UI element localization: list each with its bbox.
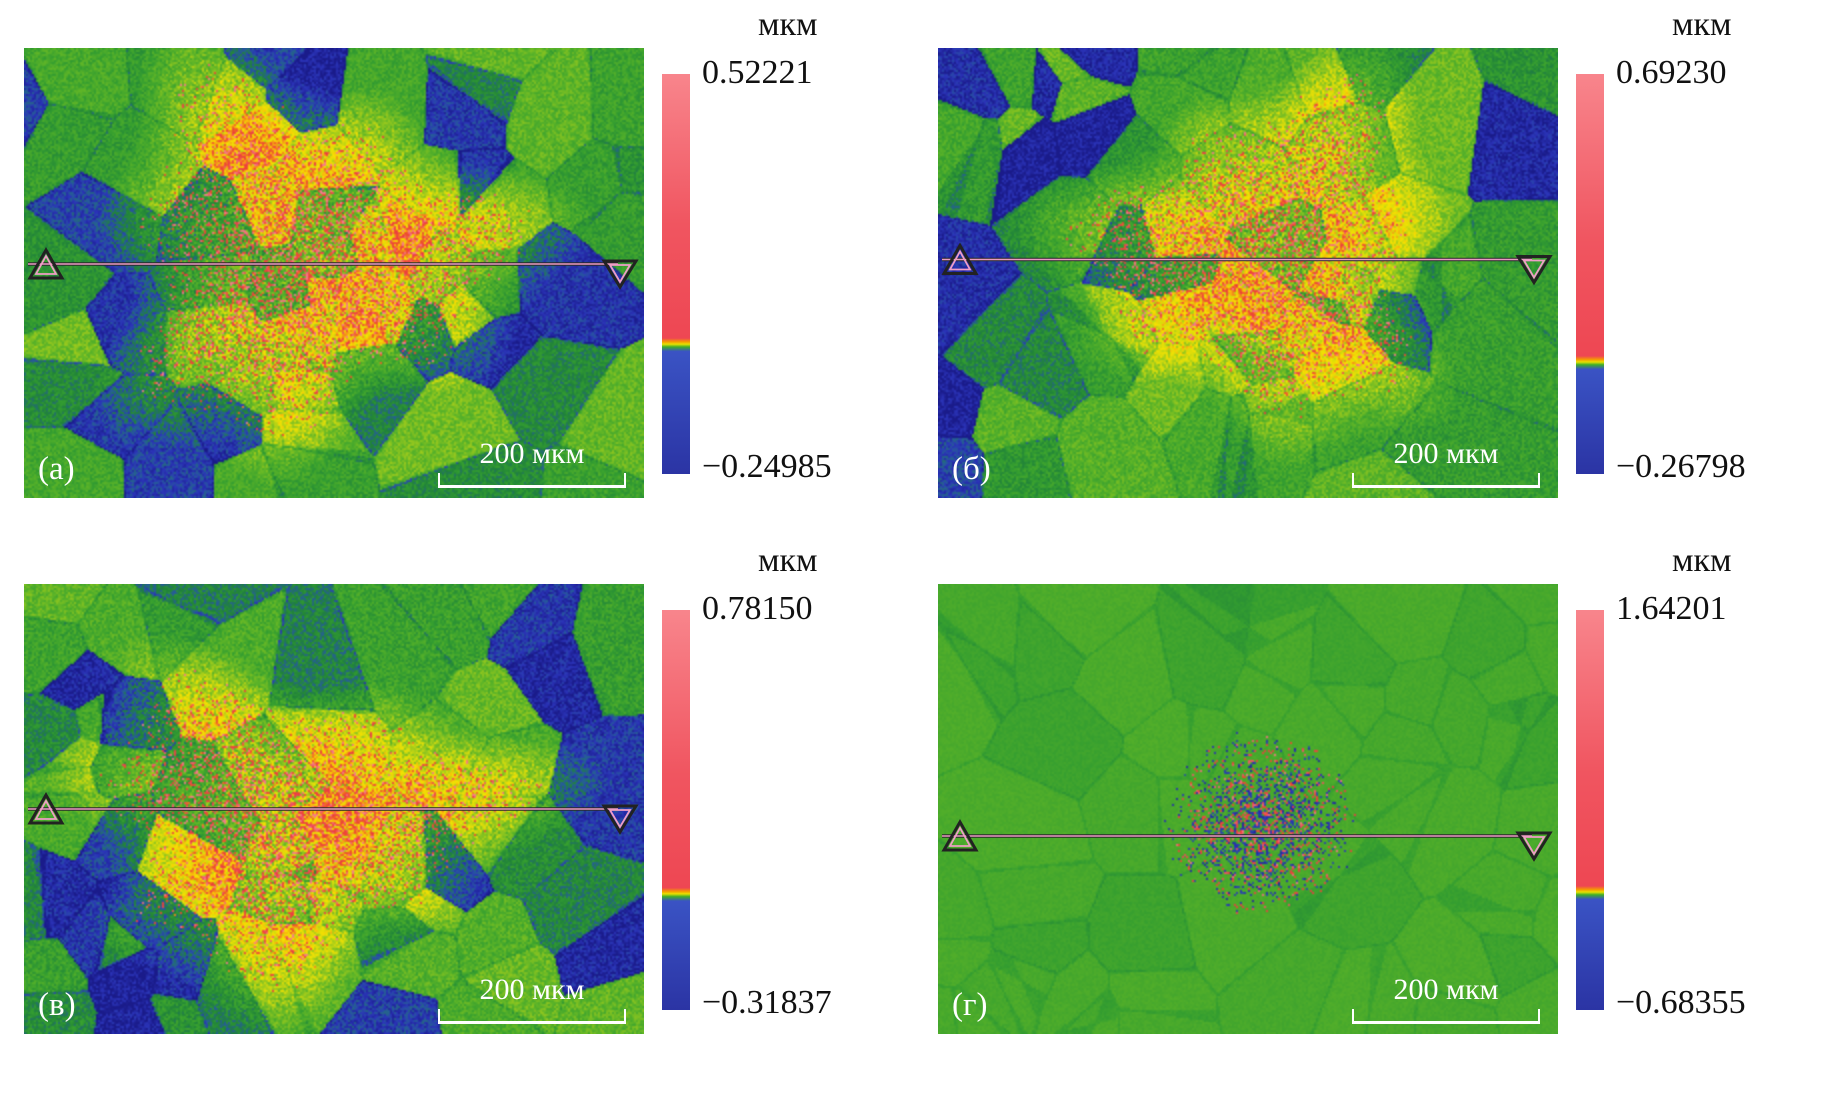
colorbar-min-value: −0.68355 [1616,984,1746,1021]
figure-grid: (а) 200 мкм мкм 0.52221 −0.24985 (б) 200… [24,8,1788,1034]
panel-b: (б) 200 мкм мкм 0.69230 −0.26798 [938,8,1788,498]
colorbar-column-v: мкм 0.78150 −0.31837 [662,544,874,1034]
colorbar-column-b: мкм 0.69230 −0.26798 [1576,8,1788,498]
panel-a: (а) 200 мкм мкм 0.52221 −0.24985 [24,8,874,498]
scale-bar-bracket [438,473,626,488]
colorbar-max-value: 0.52221 [702,54,813,91]
panel-v: (в) 200 мкм мкм 0.78150 −0.31837 [24,544,874,1034]
colorbar-max-value: 0.78150 [702,590,813,627]
scale-bar: 200 мкм [1352,973,1540,1024]
colorbar [662,610,690,1010]
colorbar [1576,610,1604,1010]
unit-label: мкм [1672,6,1732,43]
scale-bar-bracket [1352,1009,1540,1024]
height-map-g: (г) 200 мкм [938,584,1558,1034]
scale-bar: 200 мкм [1352,437,1540,488]
height-map-canvas-b [938,48,1558,498]
unit-label: мкм [1672,542,1732,579]
colorbar [662,74,690,474]
height-map-canvas-v [24,584,644,1034]
panel-label: (г) [952,987,988,1023]
colorbar-max-value: 0.69230 [1616,54,1727,91]
height-map-b: (б) 200 мкм [938,48,1558,498]
height-map-canvas-a [24,48,644,498]
colorbar [1576,74,1604,474]
panel-g: (г) 200 мкм мкм 1.64201 −0.68355 [938,544,1788,1034]
scale-bar-label: 200 мкм [1393,973,1499,1006]
panel-label: (в) [38,987,76,1023]
scale-bar: 200 мкм [438,973,626,1024]
scale-bar-label: 200 мкм [479,973,585,1006]
panel-label: (б) [952,451,991,487]
scale-bar-bracket [438,1009,626,1024]
height-map-a: (а) 200 мкм [24,48,644,498]
colorbar-min-value: −0.31837 [702,984,832,1021]
unit-label: мкм [758,6,818,43]
colorbar-min-value: −0.26798 [1616,448,1746,485]
colorbar-max-value: 1.64201 [1616,590,1727,627]
scale-bar-label: 200 мкм [1393,437,1499,470]
height-map-v: (в) 200 мкм [24,584,644,1034]
scale-bar-bracket [1352,473,1540,488]
scale-bar-label: 200 мкм [479,437,585,470]
height-map-canvas-g [938,584,1558,1034]
colorbar-column-g: мкм 1.64201 −0.68355 [1576,544,1788,1034]
scale-bar: 200 мкм [438,437,626,488]
colorbar-min-value: −0.24985 [702,448,832,485]
colorbar-column-a: мкм 0.52221 −0.24985 [662,8,874,498]
panel-label: (а) [38,451,75,487]
unit-label: мкм [758,542,818,579]
